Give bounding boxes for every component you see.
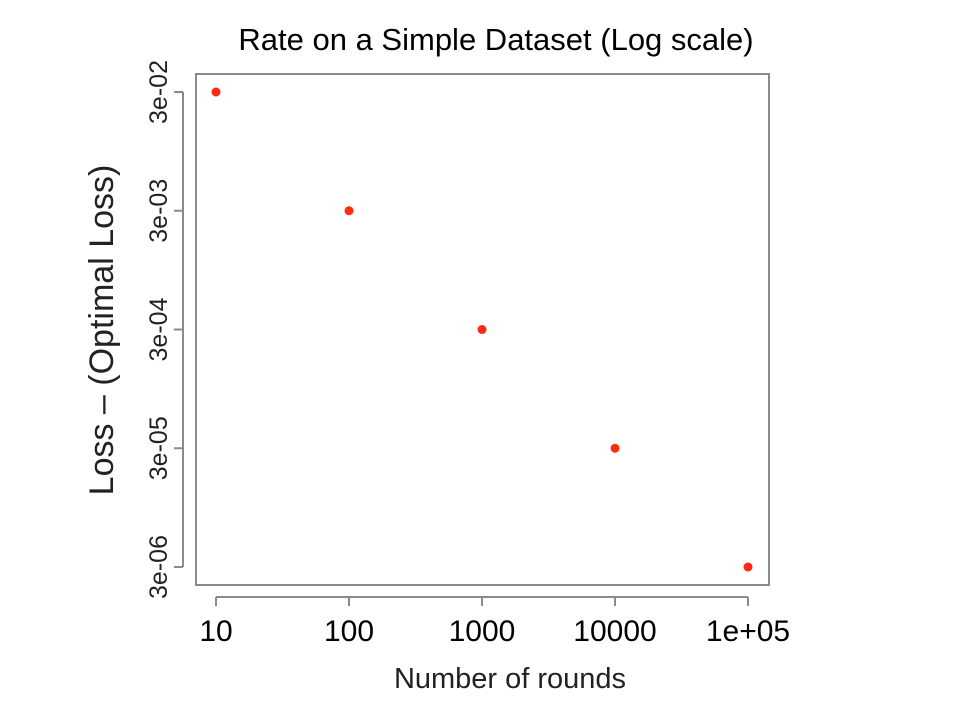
x-tick-label: 1000	[449, 615, 516, 648]
x-tick-label: 100	[324, 615, 374, 648]
data-point	[211, 87, 221, 97]
data-point	[610, 443, 620, 453]
x-tick-label: 10000	[573, 615, 656, 648]
x-tick-label: 10	[199, 615, 232, 648]
data-point	[344, 206, 354, 216]
data-points	[211, 87, 753, 572]
data-point	[743, 562, 753, 572]
y-tick-label: 3e-03	[145, 179, 173, 243]
y-tick-label: 3e-02	[145, 60, 173, 124]
y-axis: 3e-06 3e-05 3e-04 3e-03 3e-02	[145, 60, 184, 599]
chart-title: Rate on a Simple Dataset (Log scale)	[238, 22, 753, 57]
x-axis-label: Number of rounds	[394, 663, 626, 695]
data-point	[477, 325, 487, 334]
y-axis-label: Loss – (Optimal Loss)	[83, 165, 121, 496]
plot-frame	[195, 73, 770, 586]
x-axis: 10 100 1000 10000 1e+05	[199, 596, 790, 648]
x-tick-label: 1e+05	[706, 615, 790, 648]
y-tick-label: 3e-06	[145, 535, 173, 599]
y-tick-label: 3e-04	[145, 297, 173, 361]
y-tick-label: 3e-05	[145, 416, 173, 480]
